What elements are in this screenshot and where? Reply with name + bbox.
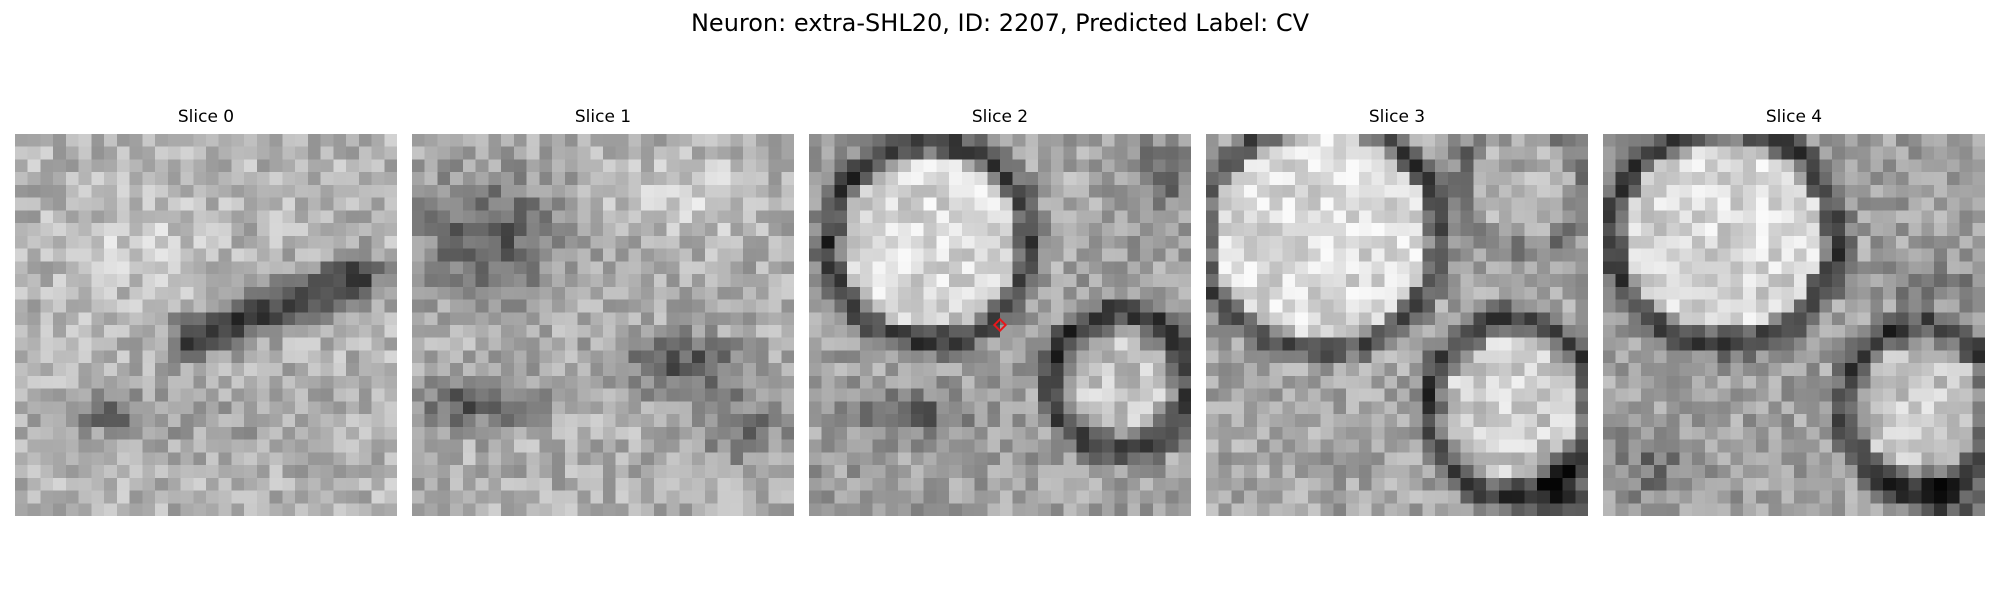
slice-title: Slice 4 <box>1765 107 1823 127</box>
slice-image <box>1206 134 1588 516</box>
slice-image-wrap <box>1206 134 1588 516</box>
slice-title: Slice 0 <box>177 107 235 127</box>
slice-panel-0: Slice 0 <box>15 106 397 516</box>
slice-image-wrap <box>412 134 794 516</box>
slice-panel-2: Slice 2 <box>809 106 1191 516</box>
slice-panel-1: Slice 1 <box>412 106 794 516</box>
slice-title: Slice 1 <box>574 107 632 127</box>
slice-title: Slice 3 <box>1368 107 1426 127</box>
slice-image <box>15 134 397 516</box>
slice-panel-3: Slice 3 <box>1206 106 1588 516</box>
slice-image <box>412 134 794 516</box>
slice-image-wrap <box>15 134 397 516</box>
slice-image-wrap <box>809 134 1191 516</box>
slice-image-wrap <box>1603 134 1985 516</box>
figure-title: Neuron: extra-SHL20, ID: 2207, Predicted… <box>690 9 1310 37</box>
slice-title: Slice 2 <box>971 107 1029 127</box>
slice-image <box>1603 134 1985 516</box>
slice-image <box>809 134 1191 516</box>
slice-panel-4: Slice 4 <box>1603 106 1985 516</box>
